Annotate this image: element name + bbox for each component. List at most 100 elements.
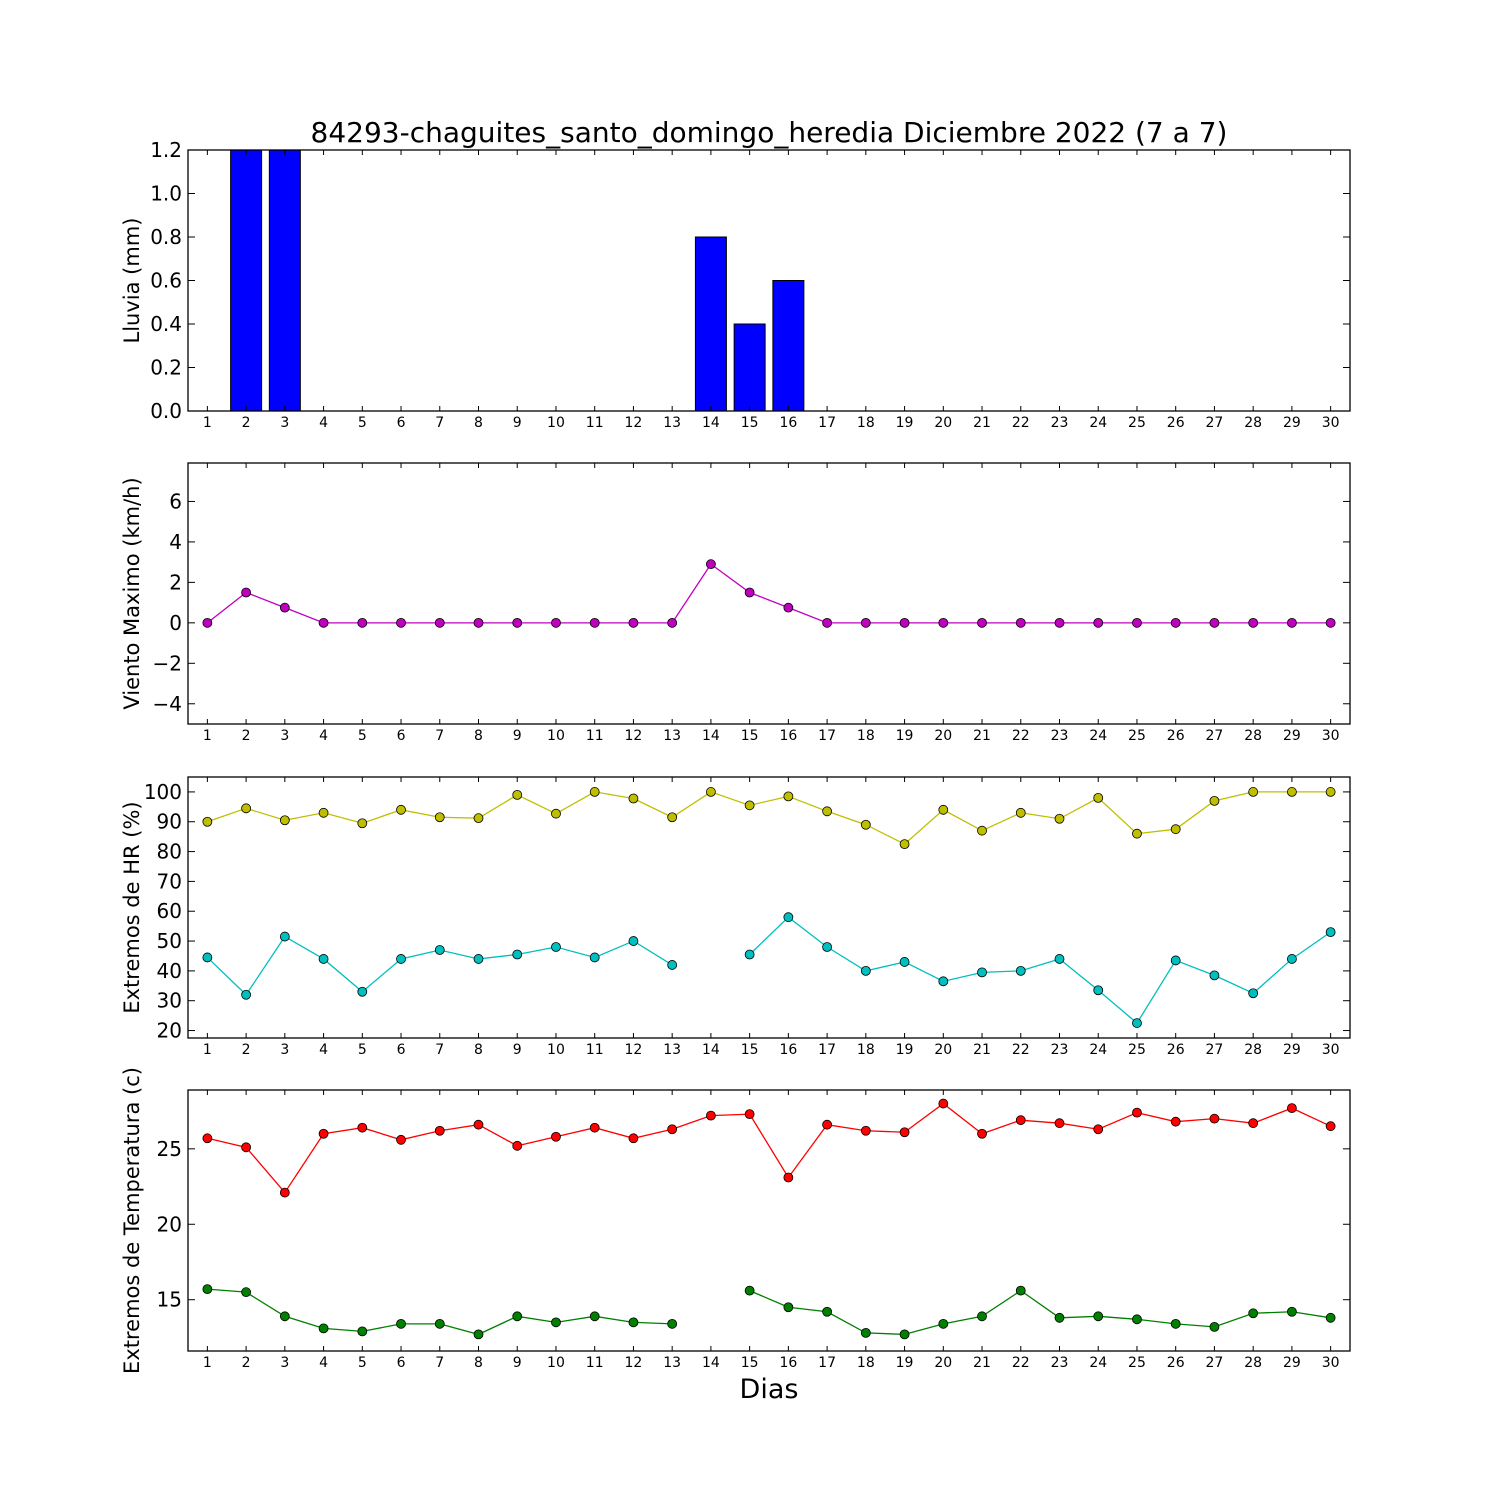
- point-humidity-s2-day-21: [977, 967, 987, 978]
- xtick-label-wind: 15: [741, 728, 759, 744]
- point-humidity-s1-day-22: [1015, 807, 1026, 818]
- xtick-label-humidity: 18: [857, 1042, 875, 1058]
- point-wind-s1-day-5: [357, 617, 368, 628]
- point-humidity-s1-day-29: [1287, 787, 1297, 797]
- ytick-label-rain: 0.2: [150, 356, 182, 380]
- point-temperature-s1-day-19: [899, 1127, 910, 1138]
- point-temperature-s1-day-29: [1287, 1103, 1297, 1113]
- point-temperature-s1-day-16: [783, 1172, 794, 1183]
- point-temperature-s2-day-3: [279, 1311, 290, 1322]
- point-temperature-s1-day-8: [473, 1119, 484, 1130]
- xtick-label-rain: 23: [1051, 415, 1069, 431]
- point-humidity-s1-day-12: [628, 793, 639, 804]
- point-humidity-s1-day-2: [241, 803, 252, 814]
- xtick-label-rain: 21: [973, 415, 991, 431]
- xtick-label-rain: 3: [280, 415, 289, 431]
- panel-rain: 0.00.20.40.60.81.01.21 2 3 4 5 6 7 8 9 10 11 12 13 14…: [120, 138, 1351, 431]
- point-temperature-s2-day-7: [434, 1318, 445, 1329]
- point-humidity-s2-day-25: [1132, 1018, 1142, 1028]
- point-temperature-s1-day-11: [589, 1122, 600, 1133]
- point-temperature-s1-day-27: [1209, 1113, 1220, 1124]
- point-temperature-s1-day-26: [1170, 1116, 1181, 1127]
- xtick-label-temperature: 12: [625, 1355, 643, 1371]
- xtick-label-temperature: 4: [319, 1355, 328, 1371]
- xtick-label-humidity: 13: [663, 1042, 681, 1058]
- xtick-label-rain: 29: [1283, 415, 1301, 431]
- point-temperature-s2-day-27: [1209, 1321, 1220, 1332]
- xtick-label-temperature: 11: [586, 1355, 604, 1371]
- point-wind-s1-day-13: [667, 617, 678, 628]
- xtick-label-humidity: 10: [547, 1042, 565, 1058]
- point-humidity-s2-day-30: [1325, 927, 1336, 938]
- point-wind-s1-day-23: [1054, 617, 1065, 628]
- ytick-label-rain: 0.0: [150, 399, 182, 423]
- bar-rain-day-15: [733, 323, 766, 412]
- point-temperature-s2-day-8: [473, 1329, 484, 1340]
- xtick-label-wind: 8: [474, 728, 483, 744]
- point-temperature-s1-day-22: [1015, 1115, 1026, 1126]
- xtick-label-temperature: 2: [242, 1355, 251, 1371]
- point-wind-s1-day-18: [860, 617, 871, 628]
- point-humidity-s1-day-7: [434, 812, 445, 823]
- bar-rain-day-14: [694, 236, 727, 412]
- point-wind-s1-day-22: [1015, 617, 1026, 628]
- xtick-label-temperature: 19: [896, 1355, 914, 1371]
- xtick-label-temperature: 29: [1283, 1355, 1301, 1371]
- ytick-label-rain: 0.4: [150, 312, 182, 336]
- ytick-label-humidity: 50: [157, 929, 182, 953]
- xtick-label-humidity: 2: [242, 1042, 251, 1058]
- point-temperature-s1-day-17: [822, 1119, 832, 1130]
- point-humidity-s1-day-6: [396, 804, 406, 815]
- xtick-label-rain: 19: [896, 415, 914, 431]
- point-humidity-s2-day-17: [822, 942, 832, 952]
- point-wind-s1-day-19: [899, 617, 910, 628]
- point-wind-s1-day-12: [628, 617, 639, 628]
- xtick-label-humidity: 19: [896, 1042, 914, 1058]
- ytick-label-humidity: 90: [157, 810, 182, 834]
- xtick-label-temperature: 15: [741, 1355, 759, 1371]
- xtick-label-wind: 2: [242, 728, 251, 744]
- xtick-label-rain: 18: [857, 415, 875, 431]
- point-temperature-s2-day-1: [202, 1284, 213, 1295]
- point-humidity-s1-day-27: [1209, 795, 1220, 806]
- point-temperature-s1-day-25: [1132, 1107, 1142, 1118]
- point-humidity-s1-day-25: [1132, 828, 1142, 839]
- xtick-label-humidity: 17: [818, 1042, 836, 1058]
- bar-rain-day-16: [772, 280, 805, 412]
- point-temperature-s1-day-2: [241, 1142, 252, 1153]
- point-temperature-s1-day-15: [744, 1109, 755, 1120]
- xtick-label-rain: 10: [547, 415, 565, 431]
- xtick-label-wind: 13: [663, 728, 681, 744]
- xtick-label-wind: 30: [1322, 728, 1340, 744]
- point-wind-s1-day-30: [1325, 617, 1336, 628]
- point-humidity-s1-day-3: [279, 815, 290, 826]
- xtick-label-temperature: 14: [702, 1355, 720, 1371]
- xtick-label-temperature: 17: [818, 1355, 836, 1371]
- line-wind-series-1: [206, 563, 1331, 624]
- xtick-label-temperature: 3: [280, 1355, 289, 1371]
- ytick-label-rain: 0.8: [150, 225, 182, 249]
- point-humidity-s2-day-3: [279, 931, 290, 942]
- y-axis-label-wind: Viento Maximo (km/h): [120, 477, 144, 709]
- point-humidity-s2-day-7: [434, 945, 445, 955]
- plot-frame-humidity: [187, 776, 1351, 1039]
- xtick-label-humidity: 21: [973, 1042, 991, 1058]
- xtick-label-wind: 18: [857, 728, 875, 744]
- point-temperature-s2-day-22: [1015, 1285, 1026, 1296]
- ytick-label-humidity: 20: [157, 1019, 182, 1043]
- y-axis-label-rain: Lluvia (mm): [120, 218, 144, 344]
- ytick-label-temperature: 20: [157, 1212, 182, 1236]
- point-humidity-s2-day-26: [1170, 955, 1181, 966]
- point-wind-s1-day-21: [977, 617, 987, 628]
- xtick-label-temperature: 13: [663, 1355, 681, 1371]
- point-humidity-s1-day-16: [783, 791, 794, 802]
- point-humidity-s1-day-30: [1325, 787, 1336, 797]
- point-humidity-s2-day-13: [667, 960, 678, 970]
- point-temperature-s2-day-10: [551, 1317, 561, 1328]
- xtick-label-wind: 19: [896, 728, 914, 744]
- xtick-label-temperature: 16: [779, 1355, 797, 1371]
- point-temperature-s2-day-9: [512, 1311, 523, 1322]
- xtick-label-temperature: 30: [1322, 1355, 1340, 1371]
- point-wind-s1-day-27: [1209, 617, 1220, 628]
